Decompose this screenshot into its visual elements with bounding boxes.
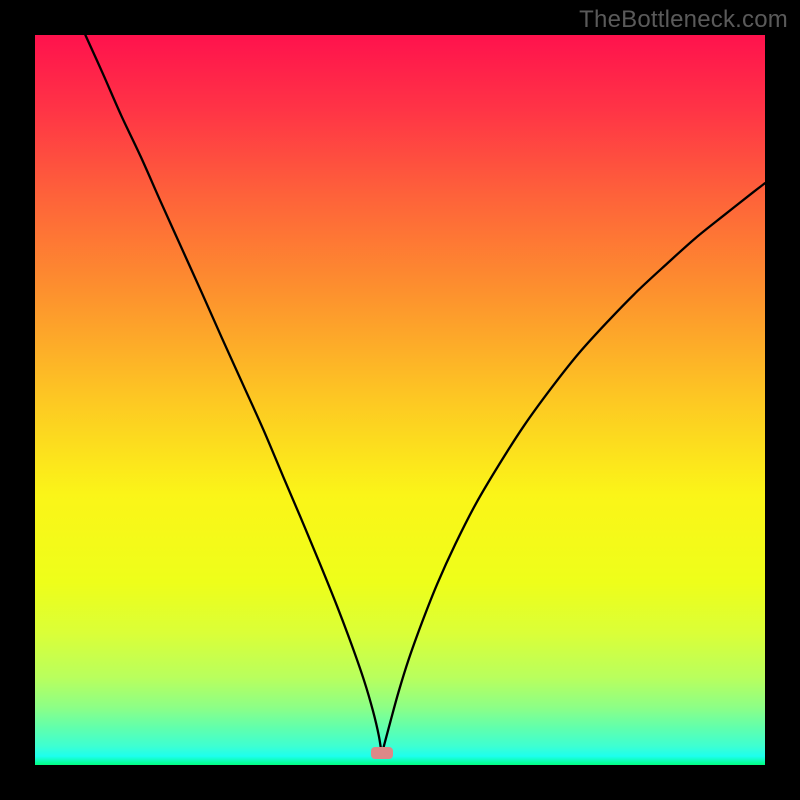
bottleneck-chart: [35, 35, 765, 765]
vertex-marker: [371, 747, 393, 759]
watermark-text: TheBottleneck.com: [579, 6, 788, 34]
chart-frame: TheBottleneck.com: [0, 0, 800, 800]
